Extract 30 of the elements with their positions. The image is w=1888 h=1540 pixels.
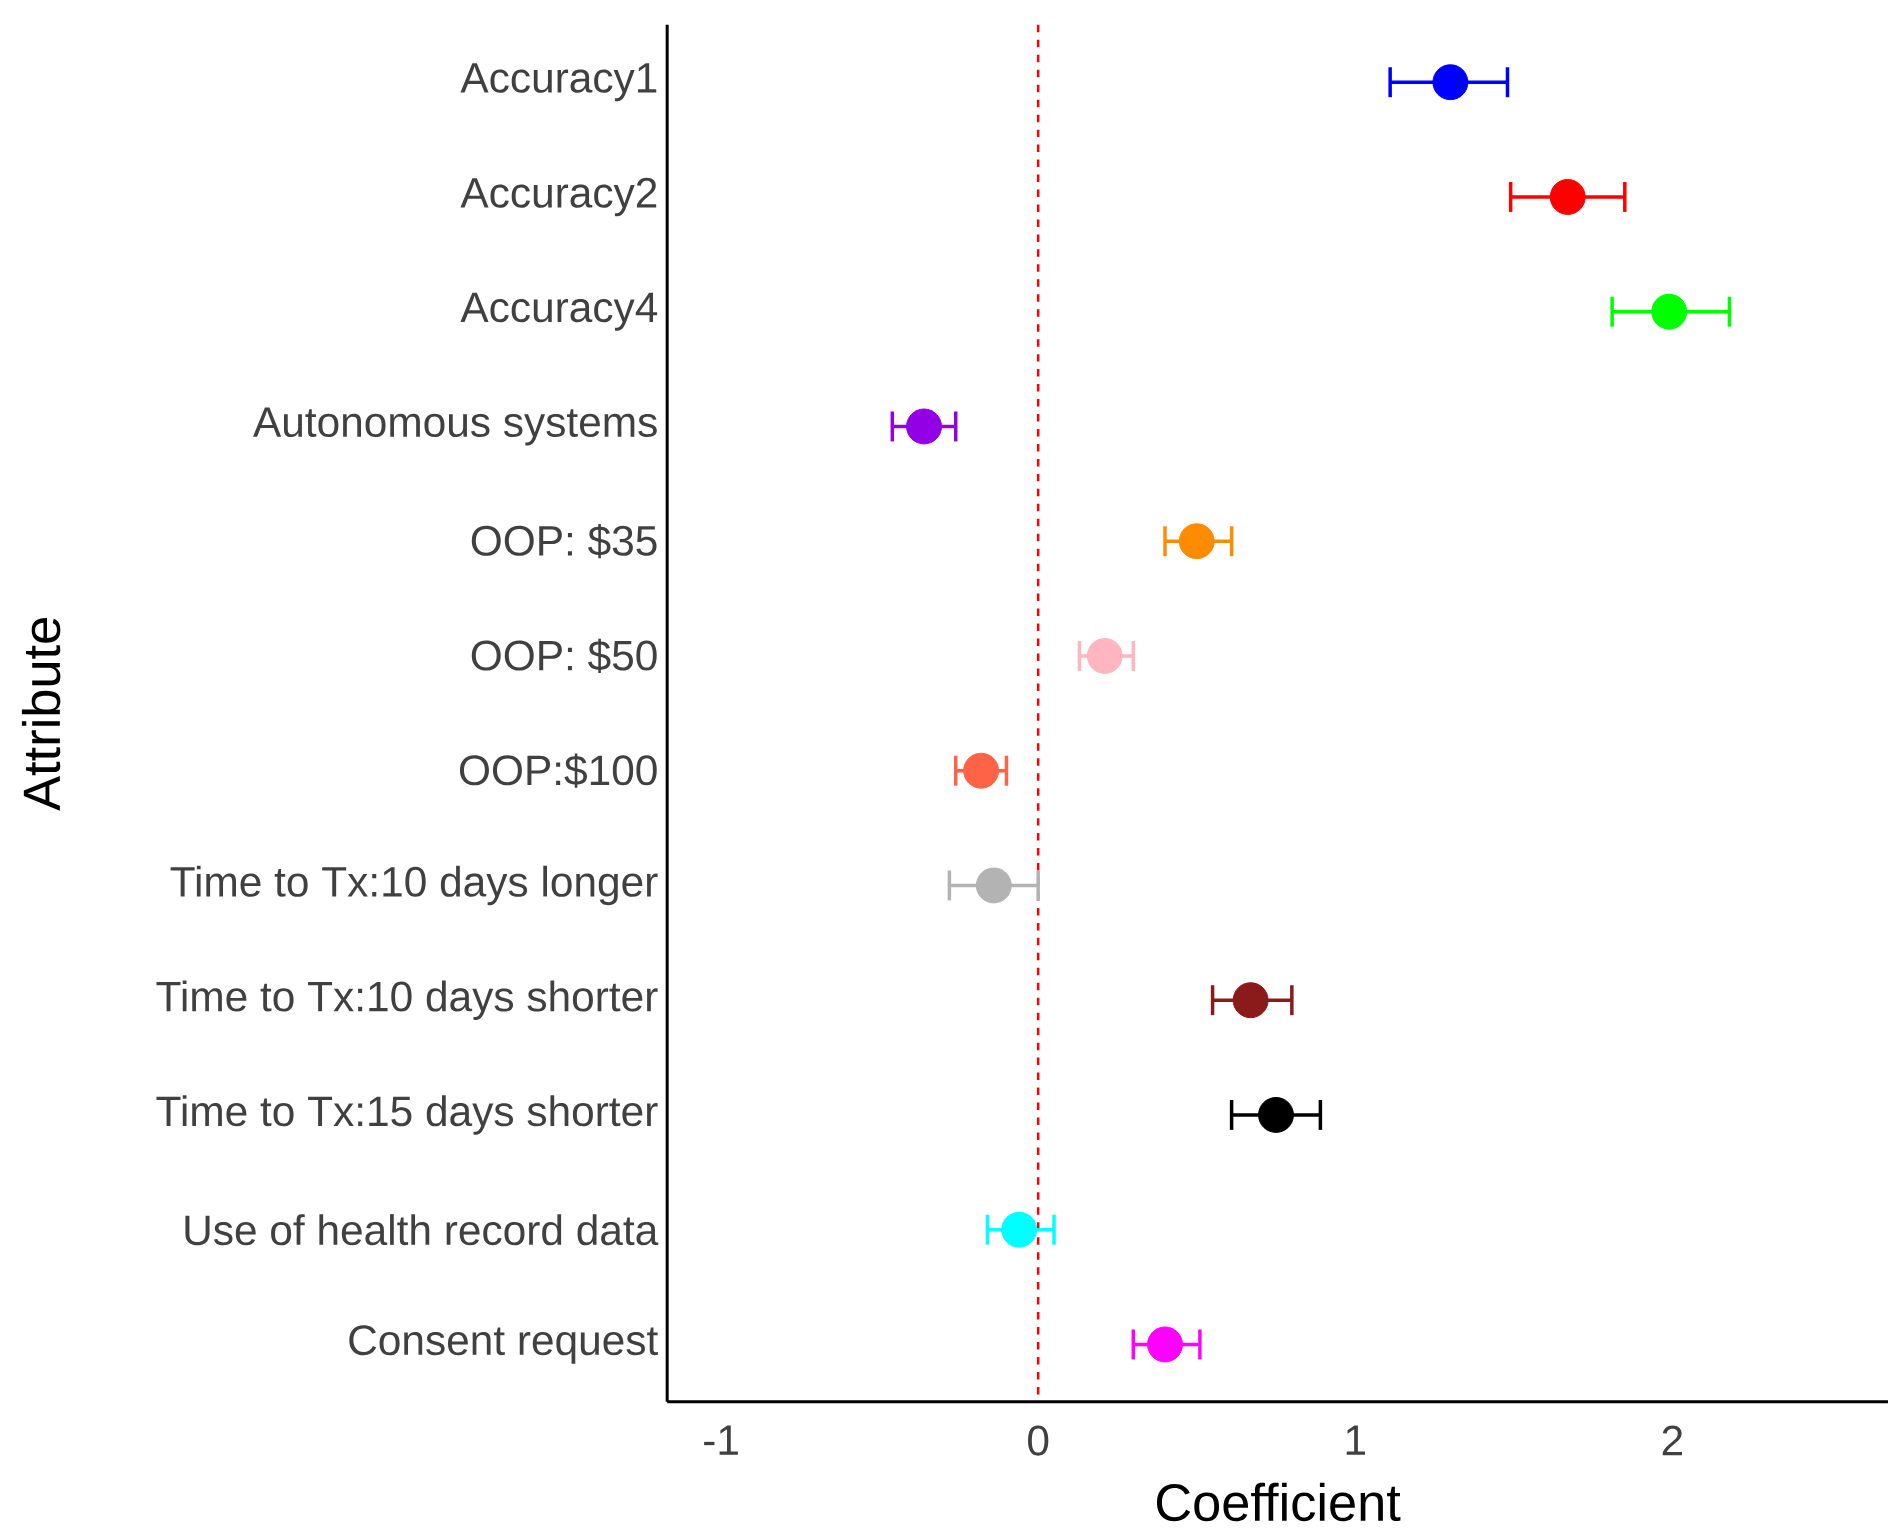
y-tick-label: Accuracy1 <box>460 63 657 102</box>
point <box>963 752 1000 789</box>
point <box>1258 1096 1294 1133</box>
point <box>1001 1211 1038 1248</box>
point <box>1651 293 1688 330</box>
point <box>1086 637 1123 674</box>
point <box>1432 64 1469 101</box>
y-tick-label: Time to Tx:15 days shorter <box>156 1095 658 1135</box>
point <box>1232 982 1269 1019</box>
y-tick-label: Time to Tx:10 days longer <box>170 865 658 906</box>
y-tick-label: Time to Tx:10 days shorter <box>156 980 658 1020</box>
x-tick-label: 0 <box>1028 1425 1049 1456</box>
point <box>1178 523 1215 560</box>
point <box>975 867 1012 904</box>
point <box>1147 1326 1183 1363</box>
x-axis-title: Coefficient <box>1156 1482 1401 1522</box>
x-tick-label: 2 <box>1662 1425 1683 1456</box>
point <box>1549 178 1586 215</box>
x-tick-label: 1 <box>1346 1425 1365 1455</box>
y-tick-label: OOP: $50 <box>471 638 657 674</box>
y-tick-label: OOP: $35 <box>471 523 657 559</box>
y-axis-title: Attribute <box>21 618 61 811</box>
y-tick-label: Use of health record data <box>185 1214 659 1246</box>
y-tick-label: Accuracy2 <box>460 177 657 217</box>
x-tick-label: -1 <box>704 1425 738 1455</box>
point <box>906 408 942 445</box>
y-tick-label: Autonomous systems <box>253 407 657 446</box>
y-tick-label: OOP:$100 <box>459 753 657 788</box>
y-tick-label: Consent request <box>349 1325 658 1364</box>
y-tick-label: Accuracy4 <box>460 292 658 331</box>
